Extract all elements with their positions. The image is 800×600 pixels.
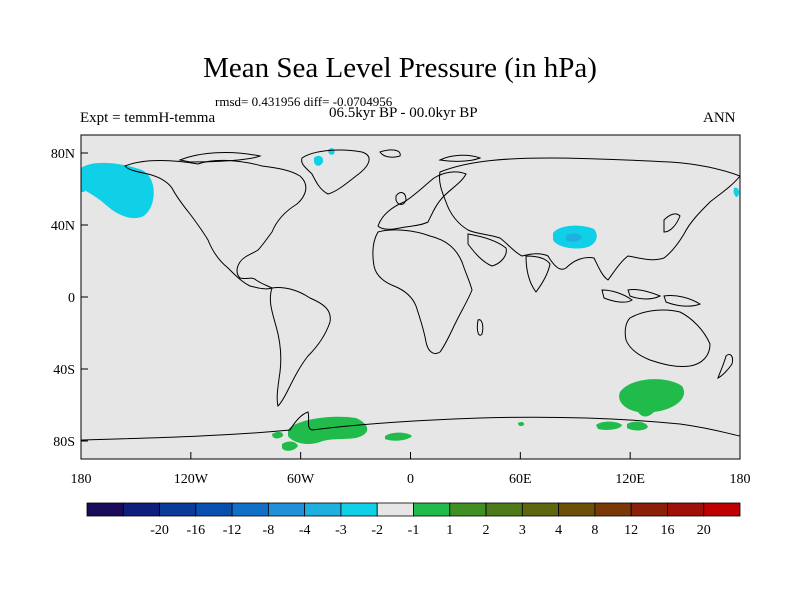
colorbar-swatch (304, 502, 342, 517)
y-tick-label: 40S (53, 363, 75, 378)
coastline (178, 152, 262, 163)
colorbar-swatch (231, 502, 269, 517)
coastline (81, 411, 740, 441)
y-tick-label: 0 (68, 291, 75, 306)
colorbar-label: 16 (660, 523, 674, 538)
colorbar-label: -8 (263, 523, 275, 538)
colorbar-swatch (413, 502, 451, 517)
anomaly-layer (81, 148, 740, 451)
anomaly-patch (627, 421, 648, 431)
x-tick-label: 180 (71, 472, 92, 487)
anomaly-tibet-core (566, 233, 582, 242)
colorbar-swatch (667, 502, 705, 517)
colorbar-label: -3 (335, 523, 347, 538)
coastline-layer (81, 149, 740, 441)
colorbar-swatch (122, 502, 160, 517)
colorbar-label: -12 (223, 523, 242, 538)
colorbar-swatch (558, 502, 596, 517)
colorbar-swatch (376, 502, 414, 517)
anomaly-patch (81, 182, 87, 192)
anomaly-southern-ocean-high (619, 379, 685, 417)
colorbar-label: 20 (697, 523, 711, 538)
stats-subtitle: rmsd= 0.431956 diff= -0.0704956 (215, 94, 393, 109)
coastline (269, 287, 331, 407)
coastline (372, 229, 473, 355)
colorbar-label: -2 (371, 523, 383, 538)
y-tick-label: 80S (53, 435, 75, 450)
anomaly-north-pacific-low (81, 162, 154, 219)
colorbar-label: 3 (519, 523, 526, 538)
coastline (525, 255, 551, 293)
coastline (301, 149, 370, 195)
colorbar-swatch (195, 502, 233, 517)
coastline (379, 149, 401, 158)
y-axis: 80N 40N 0 40S 80S (51, 147, 88, 450)
anomaly-greenland-low (314, 155, 324, 166)
colorbar-swatch (159, 502, 197, 517)
colorbar: -20 -16 -12 -8 -4 -3 -2 -1 1 2 3 4 8 12 16 20 (86, 502, 741, 538)
coastline (438, 154, 482, 162)
colorbar-label: 2 (483, 523, 490, 538)
x-tick-label: 0 (407, 472, 414, 487)
coastline (624, 309, 711, 367)
colorbar-swatch (485, 502, 523, 517)
coastline (124, 159, 307, 290)
colorbar-swatch (449, 502, 487, 517)
colorbar-label: -16 (186, 523, 205, 538)
coastline (717, 353, 733, 379)
coastline (663, 213, 681, 233)
experiment-label: Expt = temmH-temma (80, 110, 216, 126)
anomaly-patch (282, 441, 298, 451)
colorbar-swatch (340, 502, 378, 517)
colorbar-label: -4 (299, 523, 311, 538)
colorbar-label: 1 (446, 523, 453, 538)
coastline (467, 233, 507, 267)
anomaly-antarctic-peninsula-high (288, 416, 368, 445)
season-label: ANN (703, 110, 736, 126)
anomaly-patch (272, 431, 284, 439)
coastline (476, 319, 484, 336)
colorbar-label: 12 (624, 523, 638, 538)
x-tick-label: 120W (174, 472, 209, 487)
coastline (663, 295, 702, 307)
x-tick-label: 180 (730, 472, 751, 487)
colorbar-swatch (630, 502, 668, 517)
anomaly-antarctica-east-high (596, 421, 622, 430)
x-tick-label: 60W (287, 472, 315, 487)
coastline (601, 289, 633, 303)
colorbar-label: 8 (591, 523, 598, 538)
chart-title: Mean Sea Level Pressure (in hPa) (203, 52, 597, 84)
coastline (377, 171, 467, 230)
colorbar-swatch (86, 502, 124, 517)
colorbar-label: -20 (150, 523, 169, 538)
coastline (627, 289, 662, 300)
x-axis: 180 120W 60W 0 60E 120E 180 (71, 452, 751, 487)
colorbar-swatch (267, 502, 306, 517)
coastline (395, 192, 407, 205)
colorbar-label: -1 (408, 523, 420, 538)
coastline (439, 157, 740, 281)
x-tick-label: 60E (509, 472, 532, 487)
colorbar-swatch (521, 502, 560, 517)
colorbar-swatch (703, 502, 741, 517)
colorbar-swatch (594, 502, 632, 517)
y-tick-label: 40N (51, 219, 75, 234)
x-tick-label: 120E (615, 472, 645, 487)
anomaly-patch (518, 421, 525, 427)
anomaly-patch (385, 432, 412, 441)
y-tick-label: 80N (51, 147, 75, 162)
period-label: 06.5kyr BP - 00.0kyr BP (329, 105, 478, 121)
colorbar-label: 4 (555, 523, 562, 538)
anomaly-patch (733, 187, 740, 197)
